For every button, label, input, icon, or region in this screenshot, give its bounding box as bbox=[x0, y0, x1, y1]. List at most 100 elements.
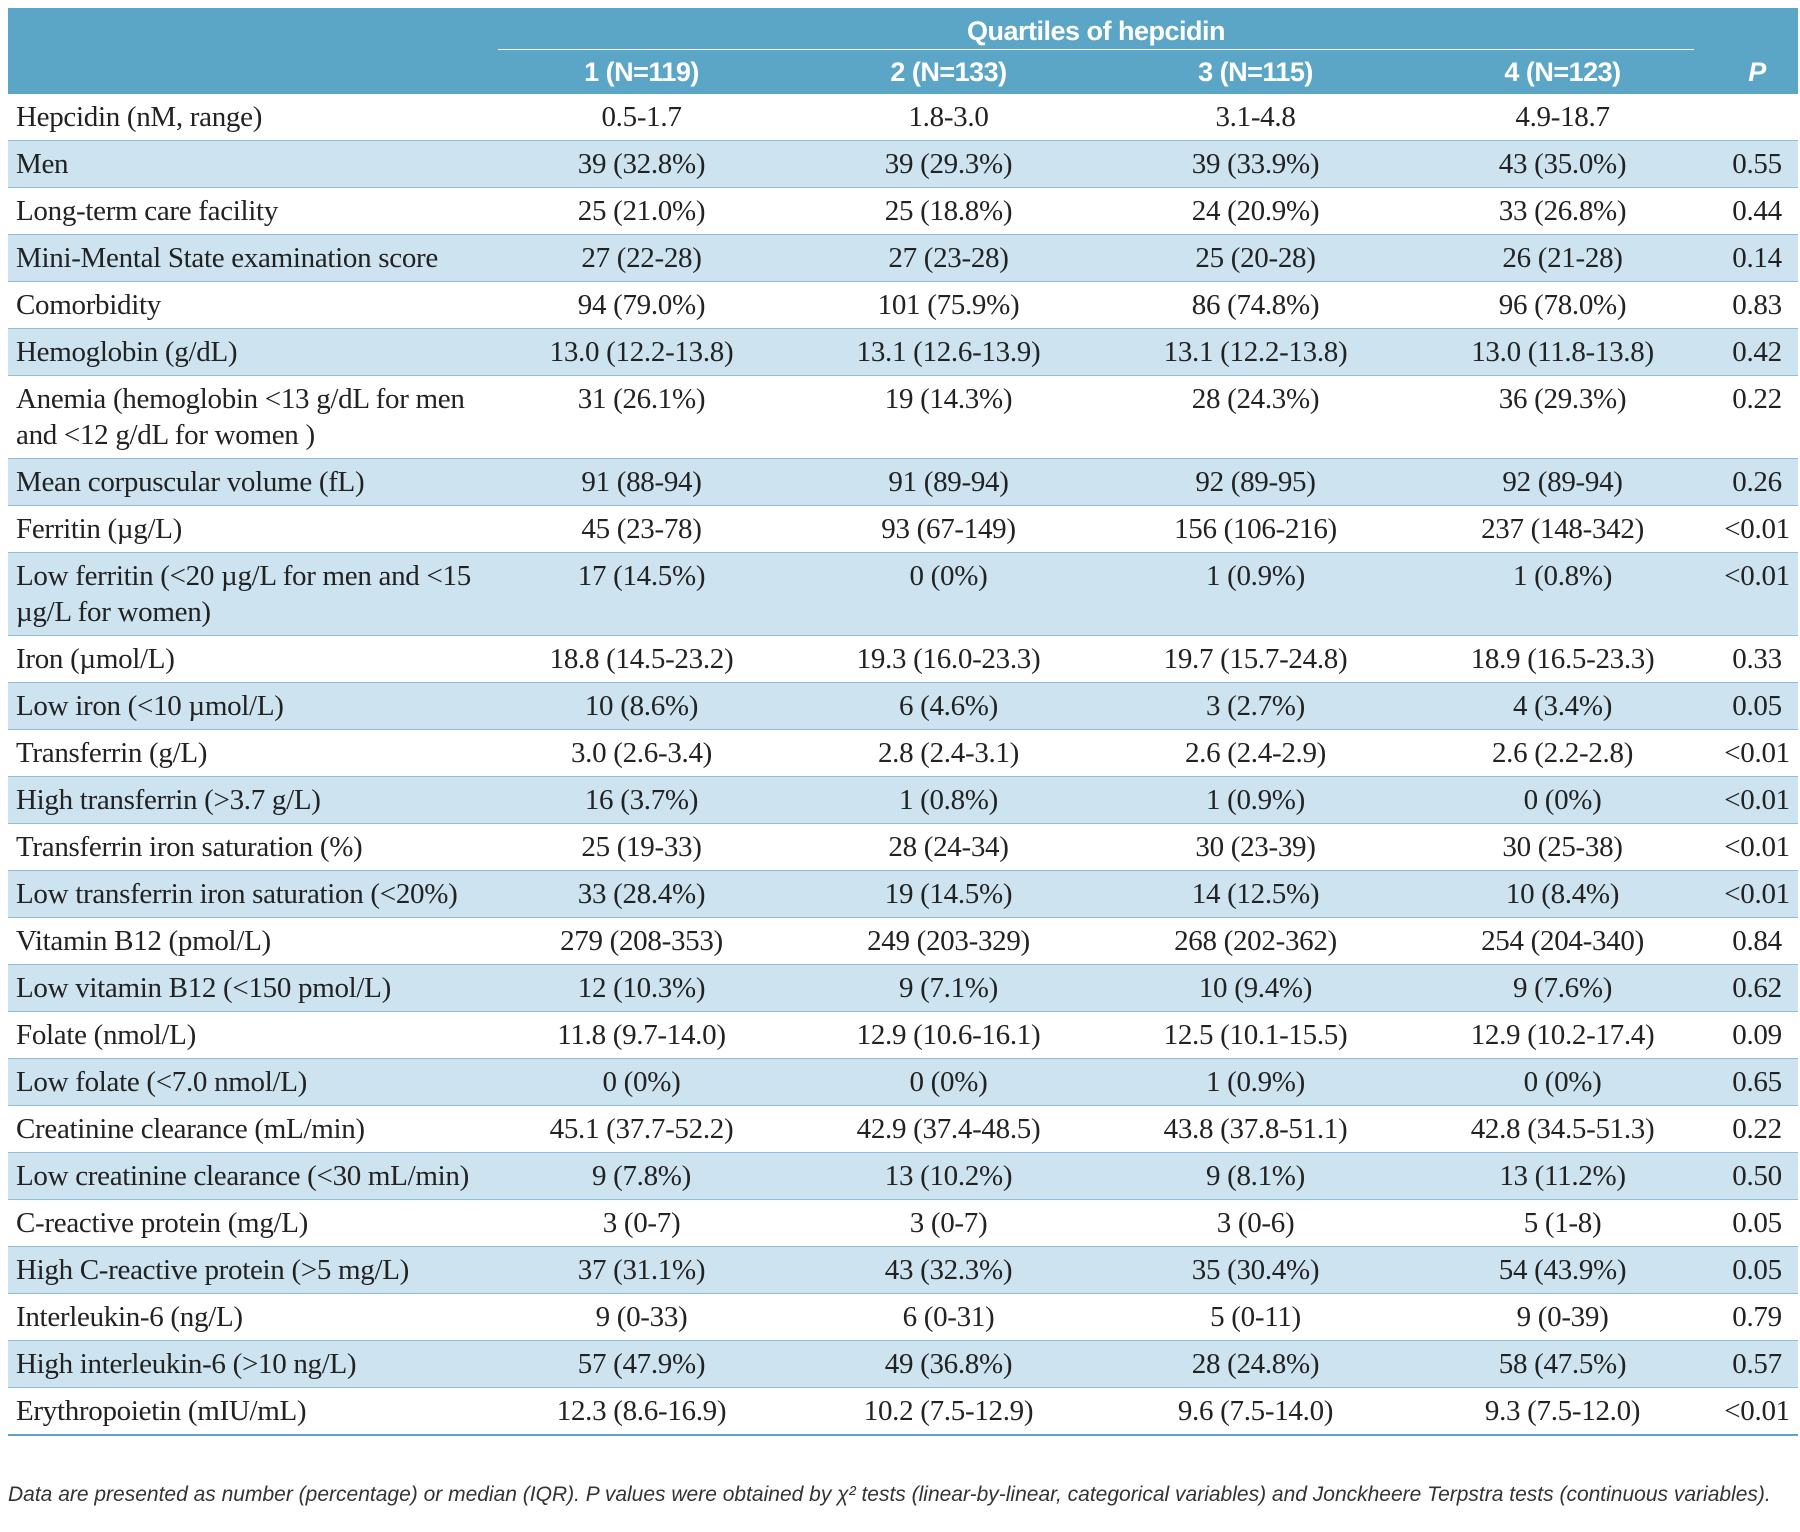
table-row: Ferritin (µg/L) 45 (23-78) 93 (67-149) 156 … bbox=[8, 506, 1799, 553]
p-value: 0.33 bbox=[1732, 643, 1782, 675]
header-label-cell bbox=[8, 50, 488, 94]
table-row: Hemoglobin (g/dL) 13.0 (12.2-13.8) 13.1 (1… bbox=[8, 328, 1799, 376]
quartile-2-value: 42.9 (37.4-48.5) bbox=[856, 1113, 1041, 1145]
header-quartile-4: 4 (N=123) bbox=[1409, 50, 1717, 94]
quartile-4-value: 9 (7.6%) bbox=[1409, 964, 1717, 1012]
quartile-4-value: 0 (0%) bbox=[1409, 776, 1717, 824]
quartile-2-value: 3 (0-7) bbox=[909, 1207, 988, 1239]
header-blank-cell bbox=[1716, 8, 1799, 50]
p-value: 0.14 bbox=[1716, 234, 1799, 282]
row-label: Low iron (<10 µmol/L) bbox=[8, 682, 488, 730]
quartile-4-value: 13 (11.2%) bbox=[1409, 1152, 1717, 1200]
table-header: Quartiles of hepcidin 1 (N=119) 2 (N=133… bbox=[8, 8, 1799, 94]
quartile-2-value: 249 (203-329) bbox=[867, 925, 1030, 957]
header-quartile-1: 1 (N=119) bbox=[488, 50, 795, 94]
quartile-3-value: 3.1-4.8 bbox=[1215, 101, 1296, 133]
quartile-3-value: 5 (0-11) bbox=[1210, 1301, 1301, 1333]
table-row: High C-reactive protein (>5 mg/L) 37 (31.… bbox=[8, 1246, 1799, 1294]
quartile-3-value: 1 (0.9%) bbox=[1102, 552, 1409, 636]
quartile-4-value: 5 (1-8) bbox=[1523, 1207, 1602, 1239]
quartile-4-value: 30 (25-38) bbox=[1502, 831, 1623, 863]
table-footnote: Data are presented as number (percentage… bbox=[8, 1483, 1771, 1506]
table-row: Comorbidity 94 (79.0%) 101 (75.9%) 86 (74.8… bbox=[8, 282, 1799, 329]
quartile-4-value: 0 (0%) bbox=[1409, 1058, 1717, 1106]
quartile-2-value: 19 (14.5%) bbox=[795, 870, 1102, 918]
quartile-3-value: 14 (12.5%) bbox=[1102, 870, 1409, 918]
table-row: High interleukin-6 (>10 ng/L) 57 (47.9%) 4… bbox=[8, 1340, 1799, 1388]
row-label: Low vitamin B12 (<150 pmol/L) bbox=[8, 964, 488, 1012]
p-value: 0.84 bbox=[1732, 925, 1782, 957]
p-value: 0.83 bbox=[1732, 289, 1782, 321]
quartile-4-value: 13.0 (11.8-13.8) bbox=[1409, 328, 1717, 376]
table-row: Transferrin (g/L) 3.0 (2.6-3.4) 2.8 (2.4-3… bbox=[8, 730, 1799, 777]
quartile-1-value: 0 (0%) bbox=[488, 1058, 795, 1106]
row-label: Transferrin (g/L) bbox=[16, 737, 208, 769]
table-row: Transferrin iron saturation (%) 25 (19-33… bbox=[8, 824, 1799, 871]
header-group-title: Quartiles of hepcidin bbox=[498, 16, 1695, 50]
quartile-1-value: 94 (79.0%) bbox=[577, 289, 706, 321]
quartile-4-value: 36 (29.3%) bbox=[1498, 383, 1627, 415]
quartile-4-value: 2.6 (2.2-2.8) bbox=[1491, 737, 1634, 769]
p-value: <0.01 bbox=[1724, 1395, 1790, 1427]
table-row: Low vitamin B12 (<150 pmol/L) 12 (10.3%) 9… bbox=[8, 964, 1799, 1012]
quartile-4-value: 10 (8.4%) bbox=[1409, 870, 1717, 918]
quartile-2-value: 43 (32.3%) bbox=[795, 1246, 1102, 1294]
table-row: Low creatinine clearance (<30 mL/min) 9 (… bbox=[8, 1152, 1799, 1200]
header-quartile-3: 3 (N=115) bbox=[1102, 50, 1409, 94]
quartile-3-value: 156 (106-216) bbox=[1174, 513, 1337, 545]
p-value: <0.01 bbox=[1716, 552, 1799, 636]
table-row: Erythropoietin (mIU/mL) 12.3 (8.6-16.9) 10… bbox=[8, 1388, 1799, 1435]
row-label: Mini-Mental State examination score bbox=[8, 234, 488, 282]
row-label: Anemia (hemoglobin <13 g/dL for men and … bbox=[16, 383, 465, 451]
table-row: Mini-Mental State examination score 27 (2… bbox=[8, 234, 1799, 282]
p-value: 0.22 bbox=[1732, 383, 1782, 415]
quartile-1-value: 57 (47.9%) bbox=[488, 1340, 795, 1388]
quartile-2-value: 0 (0%) bbox=[795, 552, 1102, 636]
table-row: Mean corpuscular volume (fL) 91 (88-94) 91… bbox=[8, 458, 1799, 506]
row-label: High transferrin (>3.7 g/L) bbox=[8, 776, 488, 824]
row-label: Creatinine clearance (mL/min) bbox=[16, 1113, 365, 1145]
quartile-1-value: 45 (23-78) bbox=[581, 513, 702, 545]
table-row: Interleukin-6 (ng/L) 9 (0-33) 6 (0-31) 5 (0… bbox=[8, 1294, 1799, 1341]
quartile-4-value: 18.9 (16.5-23.3) bbox=[1470, 643, 1655, 675]
quartile-4-value: 33 (26.8%) bbox=[1498, 195, 1627, 227]
row-label: Transferrin iron saturation (%) bbox=[16, 831, 363, 863]
p-value: 0.22 bbox=[1732, 1113, 1782, 1145]
quartile-4-value: 54 (43.9%) bbox=[1409, 1246, 1717, 1294]
row-label: Low ferritin (<20 µg/L for men and <15 µ… bbox=[8, 552, 488, 636]
p-value: <0.01 bbox=[1716, 870, 1799, 918]
quartile-2-value: 101 (75.9%) bbox=[877, 289, 1020, 321]
quartile-2-value: 2.8 (2.4-3.1) bbox=[877, 737, 1020, 769]
data-table-container: Quartiles of hepcidin 1 (N=119) 2 (N=133… bbox=[8, 8, 1799, 1436]
table-row: C-reactive protein (mg/L) 3 (0-7) 3 (0-7) 3… bbox=[8, 1200, 1799, 1247]
p-value: <0.01 bbox=[1724, 513, 1790, 545]
row-label: Long-term care facility bbox=[16, 195, 279, 227]
row-label: C-reactive protein (mg/L) bbox=[16, 1207, 309, 1239]
quartile-2-value: 93 (67-149) bbox=[881, 513, 1016, 545]
p-value: 0.26 bbox=[1716, 458, 1799, 506]
quartile-2-value: 27 (23-28) bbox=[795, 234, 1102, 282]
quartile-3-value: 268 (202-362) bbox=[1174, 925, 1337, 957]
table-row: Low ferritin (<20 µg/L for men and <15 µ… bbox=[8, 552, 1799, 636]
quartile-3-value: 30 (23-39) bbox=[1195, 831, 1316, 863]
quartile-1-value: 12.3 (8.6-16.9) bbox=[556, 1395, 727, 1427]
row-label: Low folate (<7.0 nmol/L) bbox=[8, 1058, 488, 1106]
table-row: High transferrin (>3.7 g/L) 16 (3.7%) 1 (0… bbox=[8, 776, 1799, 824]
header-group-cell: Quartiles of hepcidin bbox=[488, 8, 1717, 50]
quartile-1-value: 31 (26.1%) bbox=[577, 383, 706, 415]
p-value: 0.57 bbox=[1716, 1340, 1799, 1388]
row-label: Comorbidity bbox=[16, 289, 161, 321]
row-label: High C-reactive protein (>5 mg/L) bbox=[8, 1246, 488, 1294]
quartile-1-value: 0.5-1.7 bbox=[601, 101, 682, 133]
p-value: 0.79 bbox=[1732, 1301, 1782, 1333]
quartile-3-value: 1 (0.9%) bbox=[1102, 1058, 1409, 1106]
row-label: Folate (nmol/L) bbox=[16, 1019, 196, 1051]
header-p-value: P bbox=[1716, 50, 1799, 94]
row-label: Low transferrin iron saturation (<20%) bbox=[8, 870, 488, 918]
p-value: 0.09 bbox=[1732, 1019, 1782, 1051]
quartile-2-value: 1.8-3.0 bbox=[908, 101, 989, 133]
quartile-3-value: 24 (20.9%) bbox=[1191, 195, 1320, 227]
p-value: 0.44 bbox=[1732, 195, 1782, 227]
table-row: Hepcidin (nM, range) 0.5-1.7 1.8-3.0 3.1-4.… bbox=[8, 94, 1799, 141]
quartile-4-value: 254 (204-340) bbox=[1481, 925, 1644, 957]
